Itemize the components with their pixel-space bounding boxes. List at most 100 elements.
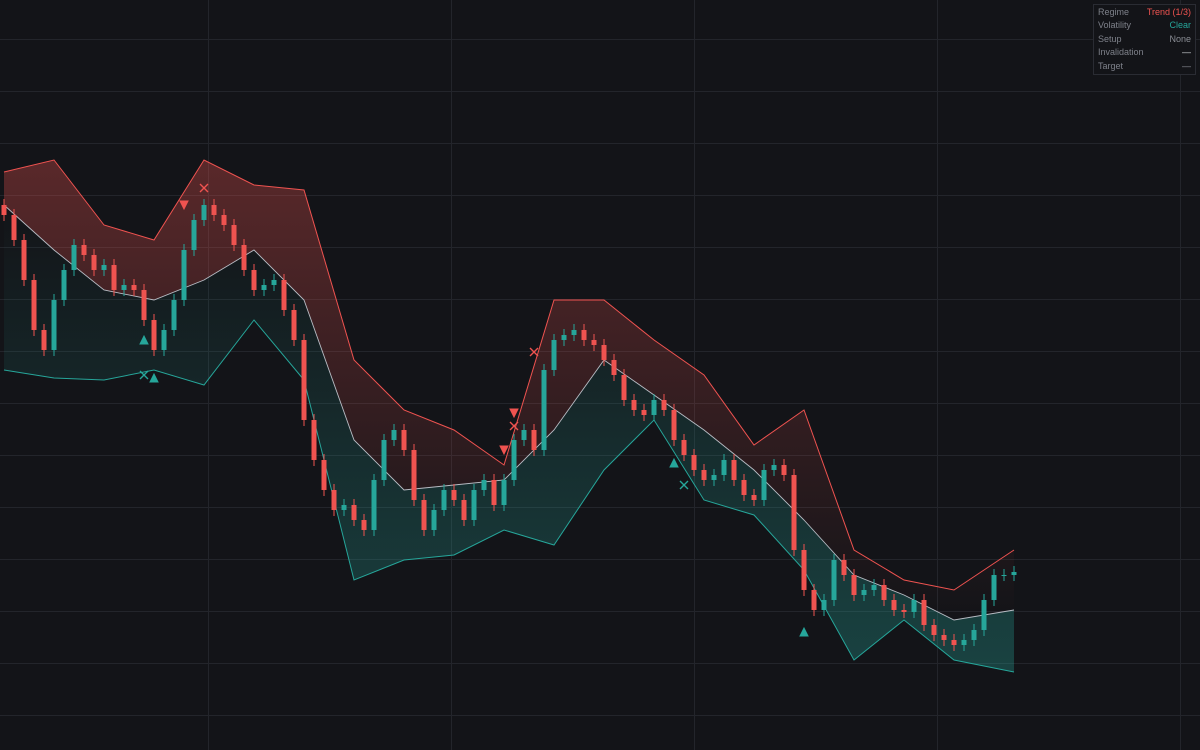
candle-body (681, 440, 687, 455)
candle-body (21, 240, 27, 280)
candle-body (261, 285, 267, 290)
candle-body (481, 480, 487, 490)
candle-body (331, 490, 337, 510)
candle-body (511, 440, 517, 480)
upper-band (3, 159, 1015, 591)
candle-body (731, 460, 737, 480)
candle-body (11, 215, 17, 240)
candle-body (381, 440, 387, 480)
candle-body (231, 225, 237, 245)
candle-body (201, 205, 207, 220)
lower-band (3, 319, 1015, 673)
candle-body (901, 610, 907, 612)
candle-body (951, 640, 957, 645)
candle-body (621, 375, 627, 400)
panel-value: Trend (1/3) (1146, 7, 1191, 17)
candle-body (31, 280, 37, 330)
exit-signal (509, 421, 519, 431)
candle-body (411, 450, 417, 500)
candle-body (361, 520, 367, 530)
upper-band-fill (4, 160, 1014, 620)
panel-label: Setup (1098, 33, 1122, 44)
candle-body (131, 285, 137, 290)
candle-body (761, 470, 767, 500)
candle-body (671, 410, 677, 440)
candle-body (971, 630, 977, 640)
candle-body (791, 475, 797, 550)
panel-label: Regime (1098, 7, 1130, 17)
candle-body (651, 400, 657, 415)
candle-body (311, 420, 317, 460)
candle-body (851, 575, 857, 595)
candle-body (431, 510, 437, 530)
candle-body (701, 470, 707, 480)
candle-body (441, 490, 447, 510)
long-signal (669, 457, 679, 468)
candle-body (721, 460, 727, 475)
candle-body (981, 600, 987, 630)
candle-body (611, 360, 617, 375)
candle-body (471, 490, 477, 520)
candle-body (321, 460, 327, 490)
candle-body (181, 250, 187, 300)
candle-body (961, 640, 967, 645)
candle-body (841, 560, 847, 575)
candle-body (921, 600, 927, 625)
candle-body (371, 480, 377, 530)
candle-body (891, 600, 897, 610)
candle-body (111, 265, 117, 290)
long-signal (149, 372, 159, 383)
candle-body (421, 500, 427, 530)
candle-body (41, 330, 47, 350)
long-signal (799, 626, 809, 637)
long-signal (139, 334, 149, 345)
candle-body (101, 265, 107, 270)
candle-body (121, 285, 127, 290)
candle-body (301, 340, 307, 420)
short-signal (499, 445, 509, 456)
candle-body (241, 245, 247, 270)
candle-body (291, 310, 297, 340)
candle-body (391, 430, 397, 440)
panel-label: Volatility (1098, 20, 1132, 31)
panel-row: Invalidation — (1094, 46, 1195, 59)
candle-body (631, 400, 637, 410)
candle-body (491, 480, 497, 505)
candle-body (501, 480, 507, 505)
candle-body (1011, 572, 1017, 575)
panel-row: Setup None (1094, 33, 1195, 46)
candle-body (641, 410, 647, 415)
panel-label: Target (1098, 60, 1124, 71)
candle-body (541, 370, 547, 450)
candle-body (71, 245, 77, 270)
candle-body (881, 585, 887, 600)
candle-body (351, 505, 357, 520)
candle-body (661, 400, 667, 410)
candle-body (531, 430, 537, 450)
candle-body (211, 205, 217, 215)
candle-body (591, 340, 597, 345)
candle-body (831, 560, 837, 600)
short-signal (509, 408, 519, 419)
exit-signal (139, 370, 149, 380)
candle-body (801, 550, 807, 590)
candle-body (221, 215, 227, 225)
candle-body (711, 475, 717, 480)
candle-body (161, 330, 167, 350)
candle-body (551, 340, 557, 370)
candle-body (911, 600, 917, 612)
candle-body (941, 635, 947, 640)
candle-body (601, 345, 607, 360)
candle-body (581, 330, 587, 340)
panel-value: None (1169, 33, 1191, 44)
candle-body (991, 575, 997, 600)
candle-body (741, 480, 747, 495)
candle-body (61, 270, 67, 300)
candle-body (781, 465, 787, 475)
candle-body (751, 495, 757, 500)
exit-signal (199, 183, 209, 193)
status-panel: Regime Trend (1/3) Volatility Clear Setup Non… (1093, 4, 1196, 75)
candle-body (271, 280, 277, 285)
panel-value: Clear (1169, 20, 1191, 31)
